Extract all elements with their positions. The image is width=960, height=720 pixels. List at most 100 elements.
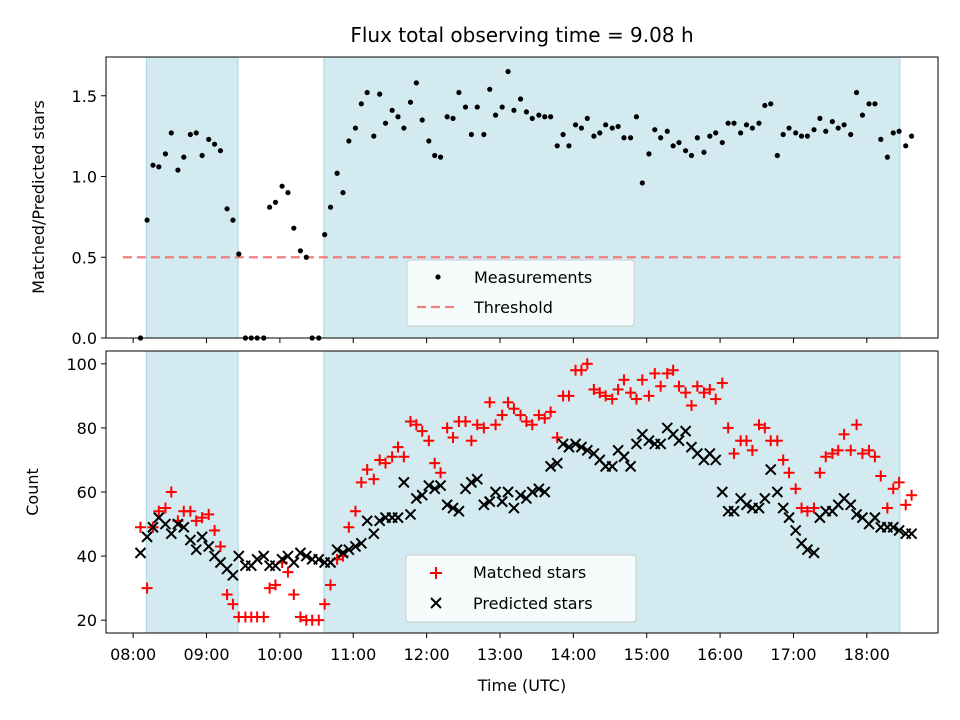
measurement-point [707, 133, 713, 139]
top-observing-window-1 [145, 56, 239, 339]
measurement-point [437, 154, 444, 160]
matched-star-point [783, 467, 795, 479]
measurement-point [908, 133, 915, 139]
measurement-point [529, 115, 535, 121]
predicted-star-point [147, 521, 159, 533]
top-x-ticks [132, 338, 868, 343]
matched-star-point [374, 454, 386, 466]
measurement-point [487, 86, 493, 92]
predicted-star-point [404, 508, 417, 521]
measurement-point [217, 148, 224, 154]
measurement-point [340, 190, 346, 196]
measurement-point [694, 135, 700, 141]
measurement-point [670, 143, 676, 149]
predicted-star-point [190, 543, 202, 556]
matched-star-point [600, 390, 612, 402]
measurement-point [162, 151, 169, 157]
predicted-star-point [728, 505, 740, 517]
bottom-count-points [134, 358, 918, 626]
measurement-point [890, 130, 896, 136]
matched-star-point [594, 387, 606, 399]
predicted-star-point [355, 537, 368, 549]
predicted-star-point [233, 550, 245, 562]
predicted-star-point [465, 476, 478, 489]
measurement-point [676, 139, 682, 146]
matched-star-point [196, 512, 208, 524]
legend-threshold-label: Threshold [473, 298, 553, 317]
matched-star-point [386, 451, 398, 463]
matched-star-point [269, 579, 281, 591]
predicted-star-point [227, 569, 239, 582]
measurement-point [609, 125, 615, 131]
matched-star-point [533, 409, 545, 421]
predicted-star-point [343, 543, 355, 556]
predicted-star-point [514, 489, 527, 501]
measurement-point [481, 131, 487, 138]
measurement-point [560, 131, 566, 138]
predicted-star-point [844, 499, 857, 511]
predicted-star-point [398, 476, 410, 489]
legend-matched-label: Matched stars [473, 563, 586, 582]
predicted-star-point [410, 492, 423, 505]
predicted-star-point [453, 505, 465, 517]
measurement-point [578, 125, 585, 131]
matched-star-point [410, 419, 422, 431]
matched-star-point [545, 406, 557, 418]
measurement-point [382, 120, 389, 126]
measurement-point [743, 122, 750, 128]
measurement-point [199, 152, 205, 159]
measurement-point [291, 225, 297, 231]
top-y-tick-label: 1.0 [72, 168, 97, 187]
measurement-point [187, 131, 193, 138]
matched-star-point [343, 521, 355, 533]
measurement-point [658, 135, 664, 141]
bottom-observing-window-1 [145, 350, 239, 634]
predicted-star-point [673, 435, 685, 447]
predicted-star-point [251, 553, 263, 566]
predicted-star-point [709, 454, 722, 466]
matched-star-point [423, 435, 435, 447]
matched-star-point [612, 383, 624, 395]
matched-star-point [625, 387, 637, 399]
top-y-ticks: 0.0 0.5 1.0 1.5 [72, 87, 106, 348]
x-tick-label: 11:00 [330, 645, 376, 664]
top-y-axis-label: Matched/Predicted stars [29, 100, 48, 294]
predicted-star-point [349, 540, 362, 553]
measurement-point [566, 143, 572, 149]
predicted-star-point [159, 518, 172, 530]
predicted-star-point [777, 502, 789, 514]
matched-star-point [838, 428, 850, 440]
x-tick-label: 16:00 [697, 645, 743, 664]
measurement-point [413, 80, 419, 86]
measurement-point [780, 131, 786, 138]
legend-measurements-marker [435, 274, 441, 280]
predicted-star-point [801, 543, 814, 556]
predicted-star-point [134, 547, 147, 559]
predicted-star-point [416, 489, 428, 501]
predicted-star-point [165, 527, 178, 540]
predicted-star-point [441, 499, 453, 511]
measurement-point [572, 122, 579, 128]
matched-star-point [588, 383, 600, 395]
predicted-star-point [496, 495, 508, 508]
predicted-star-point [484, 495, 496, 508]
predicted-star-point [294, 547, 307, 559]
top-legend-box [406, 259, 635, 327]
matched-star-point [355, 476, 367, 488]
predicted-star-point [643, 435, 655, 447]
predicted-star-point [544, 460, 557, 473]
predicted-star-point [434, 479, 447, 492]
measurement-point [297, 248, 304, 254]
top-y-tick-label: 0.5 [72, 248, 97, 267]
measurement-point [285, 190, 291, 196]
x-tick-label: 12:00 [404, 645, 450, 664]
measurement-point [603, 122, 609, 128]
matched-star-point [575, 364, 587, 376]
matched-star-point [398, 451, 410, 463]
measurement-point [798, 133, 805, 139]
top-panel: 0.0 0.5 1.0 1.5 Matched/Predicted stars Mea… [29, 56, 939, 348]
matched-star-point [325, 579, 337, 591]
measurement-point [224, 206, 230, 212]
matched-star-point [869, 451, 881, 463]
predicted-star-point [141, 531, 153, 543]
